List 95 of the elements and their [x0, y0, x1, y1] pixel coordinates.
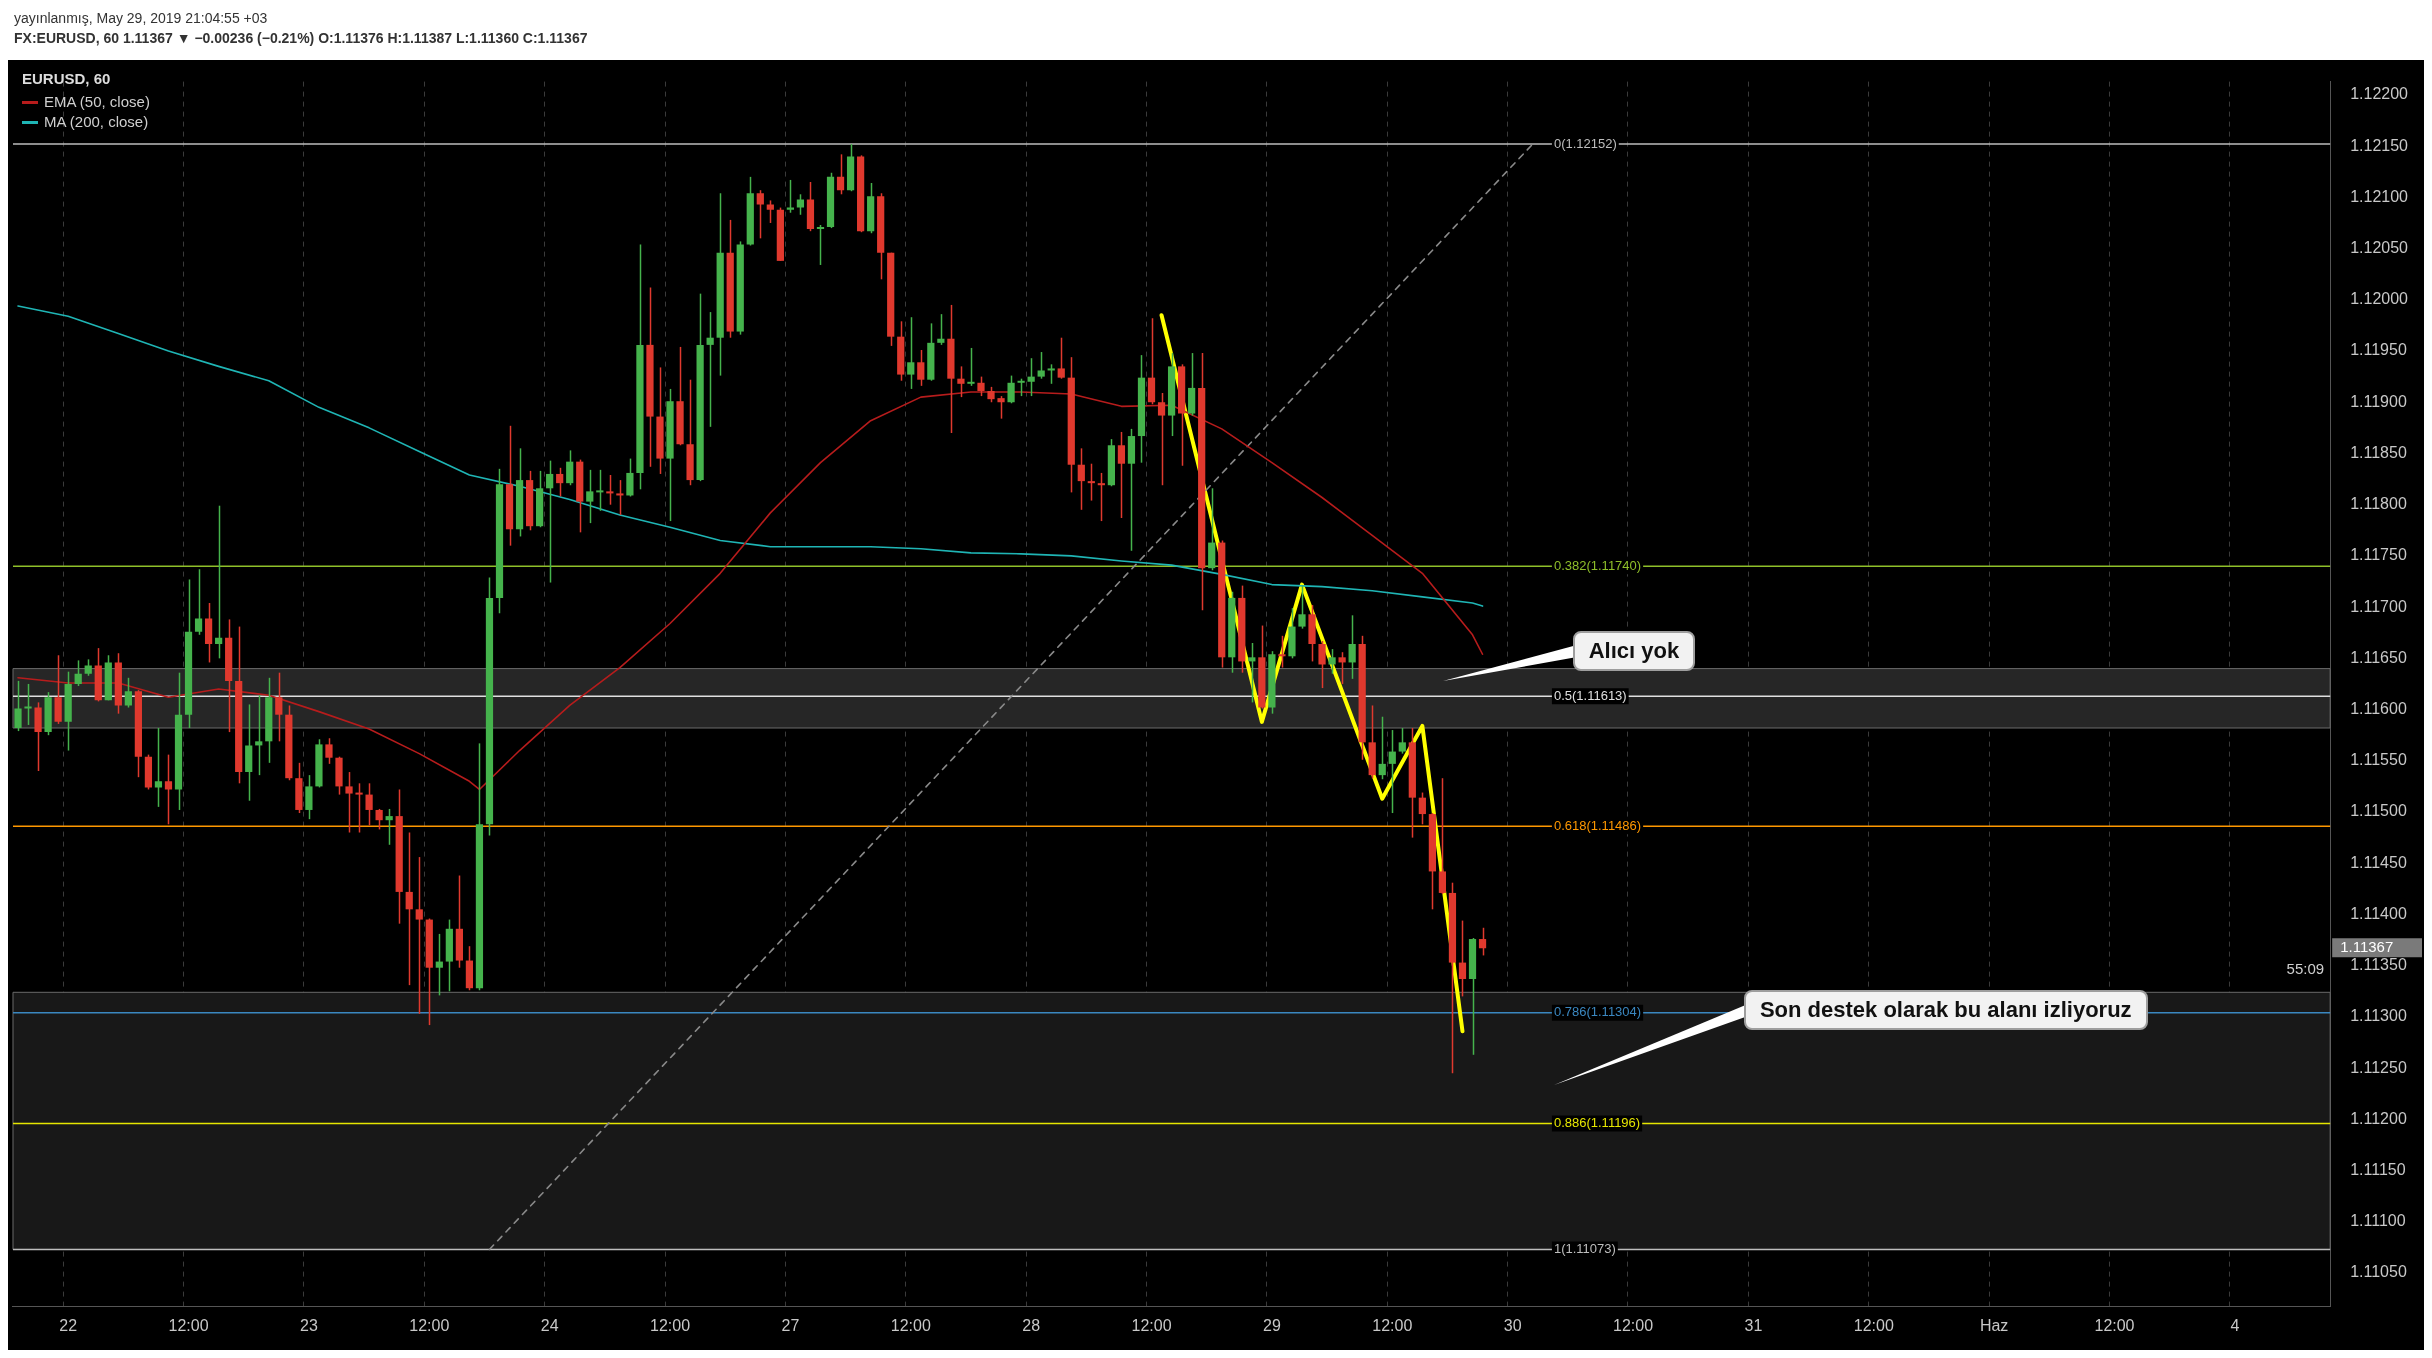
candlestick: [365, 782, 373, 827]
x-tick-label: 28: [1022, 1316, 1041, 1334]
y-tick-label: 1.11900: [2350, 392, 2407, 410]
x-tick-label: 12:00: [2094, 1316, 2135, 1334]
y-tick-label: 1.12200: [2350, 85, 2409, 103]
x-tick-label: 4: [2230, 1316, 2240, 1334]
candlestick: [1298, 584, 1306, 630]
y-tick-label: 1.11450: [2350, 853, 2407, 871]
candlestick: [305, 774, 313, 820]
candlestick: [967, 347, 975, 387]
y-tick-label: 1.12100: [2350, 187, 2409, 205]
candlestick: [1278, 635, 1286, 669]
candlestick: [676, 346, 684, 447]
ref-line-label: 0.886(1.11196): [1553, 1115, 1641, 1131]
candlestick: [315, 738, 323, 789]
x-tick-label: 12:00: [1612, 1316, 1654, 1334]
x-tick-label: 12:00: [1131, 1316, 1172, 1334]
x-tick-label: 12:00: [1372, 1316, 1413, 1334]
annotation: Alıcı yok: [1572, 630, 1696, 671]
ref-line-label: 0.382(1.11740): [1553, 557, 1642, 573]
ref-line-label: 0.786(1.11304): [1553, 1004, 1642, 1020]
candlestick: [977, 375, 985, 397]
candlestick: [1338, 651, 1346, 685]
y-tick-label: 1.11400: [2350, 904, 2407, 922]
legend-label: MA (200, close): [44, 112, 149, 132]
y-tick-label: 1.11200: [2350, 1109, 2407, 1127]
chart-title: EURUSD, 60: [22, 70, 111, 87]
y-tick-label: 1.11250: [2350, 1058, 2407, 1076]
candlestick: [1037, 351, 1045, 380]
candlestick: [24, 683, 32, 726]
x-tick-label: 31: [1744, 1316, 1763, 1334]
candlestick: [957, 365, 965, 398]
ref-line-label: 1(1.11073): [1553, 1241, 1616, 1257]
x-tick-label: 27: [781, 1316, 800, 1334]
candlestick: [1007, 374, 1015, 405]
candlestick: [345, 771, 353, 834]
y-tick-label: 1.11850: [2350, 443, 2407, 461]
y-tick-label: 1.12150: [2350, 136, 2409, 154]
y-tick-label: 1.11650: [2350, 648, 2407, 666]
candlestick: [325, 737, 333, 765]
y-tick-label: 1.11800: [2350, 495, 2407, 513]
y-tick-label: 1.12050: [2350, 238, 2409, 256]
text: 1.11367: [2340, 938, 2394, 956]
candlestick: [796, 193, 805, 216]
chart-subtitle: FX:EURUSD, 60 1.11367 ▼ −0.00236 (−0.21%) O:1.11376 H:1.11387 L:1.11360 C:1.11367: [14, 30, 589, 46]
candlestick: [1328, 648, 1336, 675]
x-tick-label: 12:00: [650, 1316, 691, 1334]
x-tick-label: Haz: [1979, 1316, 2009, 1334]
ref-line-label: 0.5(1.11613): [1553, 687, 1627, 703]
candlestick: [636, 243, 644, 491]
candlestick: [686, 378, 694, 486]
candlestick: [997, 395, 1005, 420]
x-tick-label: 29: [1262, 1316, 1281, 1334]
y-tick-label: 1.11550: [2350, 751, 2407, 769]
candlestick: [1398, 727, 1406, 755]
y-tick-label: 1.11750: [2350, 546, 2407, 564]
y-tick-label: 1.11150: [2350, 1160, 2406, 1178]
y-tick-label: 1.11050: [2350, 1263, 2407, 1281]
x-tick-label: 24: [540, 1316, 559, 1334]
candlestick: [1318, 640, 1326, 689]
annotation: 55:09: [2286, 960, 2325, 978]
y-tick-label: 1.11350: [2350, 956, 2407, 974]
candlestick: [1268, 650, 1276, 715]
y-tick-label: 1.11700: [2350, 597, 2407, 615]
y-tick-label: 1.11300: [2350, 1007, 2407, 1025]
y-tick-label: 1.11500: [2350, 802, 2407, 820]
candlestick: [14, 680, 22, 732]
ref-line-label: 0.618(1.11486): [1553, 817, 1642, 833]
x-tick-label: 12:00: [409, 1316, 450, 1334]
candlestick: [44, 691, 52, 736]
candlestick: [1308, 604, 1316, 663]
candlestick: [646, 286, 654, 468]
x-tick-label: 12:00: [168, 1316, 209, 1334]
candlestick: [1057, 336, 1065, 380]
ref-line-label: 0(1.12152): [1553, 135, 1617, 151]
x-tick-label: 23: [300, 1316, 318, 1334]
candlestick: [355, 782, 363, 834]
candlestick: [947, 304, 955, 434]
candlestick: [335, 755, 343, 796]
candlestick: [626, 457, 634, 498]
y-tick-label: 1.11950: [2350, 341, 2407, 359]
x-tick-label: 12:00: [890, 1316, 931, 1334]
text: yayınlanmış, May 29, 2019 21:04:55 +03: [14, 10, 269, 26]
annotation: Son destek olarak bu alanı izliyoruz: [1743, 990, 2148, 1031]
candlestick: [656, 366, 664, 475]
y-tick-label: 1.12000: [2350, 290, 2409, 308]
y-tick-label: 1.11600: [2350, 699, 2407, 717]
y-tick-label: 1.11100: [2350, 1212, 2406, 1230]
candlestick: [1288, 607, 1296, 660]
x-tick-label: 22: [59, 1316, 78, 1334]
x-tick-label: 30: [1503, 1316, 1522, 1334]
legend-label: EMA (50, close): [44, 92, 150, 112]
x-tick-label: 12:00: [1853, 1316, 1894, 1334]
candlestick: [34, 701, 42, 772]
candlestick: [666, 388, 674, 522]
